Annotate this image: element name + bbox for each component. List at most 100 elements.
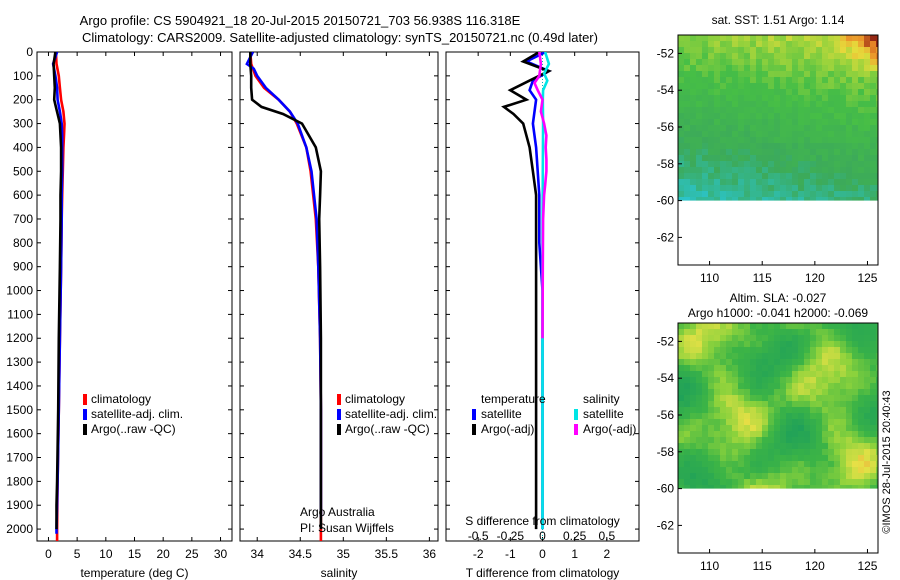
sla-map-cell [810, 365, 816, 371]
sla-map-cell [714, 359, 720, 365]
sst-map-cell [864, 167, 870, 173]
sst-map-cell [834, 131, 840, 137]
sla-map-cell [738, 473, 744, 479]
sst-map-cell [870, 125, 876, 131]
sst-map-cell [678, 35, 684, 41]
sst-map-cell [876, 95, 878, 101]
sst-map-heatmap-cells [678, 35, 878, 201]
sla-map-cell [840, 479, 846, 485]
sst-map-cell [762, 65, 768, 71]
sst-map-cell [762, 59, 768, 65]
sla-map-cell [870, 419, 876, 425]
sla-map-cell [774, 407, 780, 413]
sst-map-cell [846, 95, 852, 101]
sst-map-cell [756, 89, 762, 95]
salinity-annotation-pi: PI: Susan Wijffels [300, 521, 394, 535]
sst-map-cell [678, 179, 684, 185]
sla-map-cell [768, 413, 774, 419]
sst-map-cell [678, 101, 684, 107]
sla-map-cell [714, 413, 720, 419]
sst-map-cell [714, 137, 720, 143]
sst-map-cell [738, 89, 744, 95]
sst-map-cell [858, 41, 864, 47]
sst-map-cell [798, 197, 804, 201]
sst-map-cell [696, 101, 702, 107]
sla-map-cell [822, 419, 828, 425]
sst-map-cell [714, 131, 720, 137]
sla-map-cell [738, 377, 744, 383]
sla-map-cell [684, 479, 690, 485]
sst-map-cell [684, 77, 690, 83]
sst-map-cell [846, 41, 852, 47]
sst-map-xtick-label: 120 [805, 271, 825, 285]
figure-title-line1: Argo profile: CS 5904921_18 20-Jul-2015 … [79, 13, 521, 28]
sst-map-cell [738, 95, 744, 101]
sst-map-cell [732, 149, 738, 155]
sla-map-cell [816, 413, 822, 419]
sla-map-cell [714, 473, 720, 479]
sst-map-cell [792, 179, 798, 185]
sla-map-xtick-label: 120 [805, 559, 825, 573]
sst-map-cell [786, 173, 792, 179]
sla-map-cell [780, 353, 786, 359]
sst-map-cell [696, 167, 702, 173]
sla-map-cell [720, 479, 726, 485]
sst-map-cell [786, 149, 792, 155]
sst-map-cell [840, 95, 846, 101]
sst-map-cell [744, 173, 750, 179]
sla-map-cell [690, 347, 696, 353]
sst-map-cell [732, 143, 738, 149]
sst-map-cell [696, 185, 702, 191]
sla-map-cell [678, 395, 684, 401]
sla-map-cell [756, 365, 762, 371]
sla-map-cell [726, 467, 732, 473]
sst-map-cell [720, 65, 726, 71]
sla-map-cell [852, 437, 858, 443]
sla-map-cell [816, 353, 822, 359]
sla-map-cell [714, 347, 720, 353]
sla-map-cell [732, 425, 738, 431]
sst-map-cell [792, 107, 798, 113]
sst-map-cell [750, 119, 756, 125]
sla-map-cell [834, 371, 840, 377]
sst-map-cell [786, 77, 792, 83]
sst-map-cell [690, 161, 696, 167]
sla-map-cell [684, 383, 690, 389]
sst-map-cell [738, 59, 744, 65]
sst-map-cell [822, 149, 828, 155]
sst-map-cell [780, 35, 786, 41]
sst-map-cell [702, 35, 708, 41]
sst-map-cell [756, 197, 762, 201]
sst-map-cell [816, 65, 822, 71]
sst-map-cell [720, 83, 726, 89]
sst-map-cell [744, 41, 750, 47]
sla-map-cell [780, 323, 786, 329]
sla-map-cell [684, 341, 690, 347]
sst-map-cell [726, 41, 732, 47]
sst-map-cell [834, 137, 840, 143]
sst-map-cell [738, 35, 744, 41]
sla-map-cell [720, 443, 726, 449]
sla-map-cell [678, 353, 684, 359]
sst-map-cell [684, 47, 690, 53]
sla-map-cell [804, 443, 810, 449]
temperature-axes-frame [36, 51, 233, 542]
sst-map-cell [822, 191, 828, 197]
sla-map-cell [774, 419, 780, 425]
sst-map-cell [840, 191, 846, 197]
sst-map-cell [732, 35, 738, 41]
sst-map-cell [774, 167, 780, 173]
sst-map-cell [774, 71, 780, 77]
legend-label: Argo(-adj) [481, 422, 534, 436]
sst-map-cell [798, 95, 804, 101]
sst-map-cell [804, 35, 810, 41]
sst-map-cell [762, 47, 768, 53]
maps-layer [677, 34, 879, 554]
sla-map-cell [738, 389, 744, 395]
sst-map-cell [762, 167, 768, 173]
depth-tick-label: 500 [13, 164, 33, 178]
sla-map-cell [852, 365, 858, 371]
sst-map-cell [798, 137, 804, 143]
sst-map-cell [810, 53, 816, 59]
sst-map-cell [846, 77, 852, 83]
